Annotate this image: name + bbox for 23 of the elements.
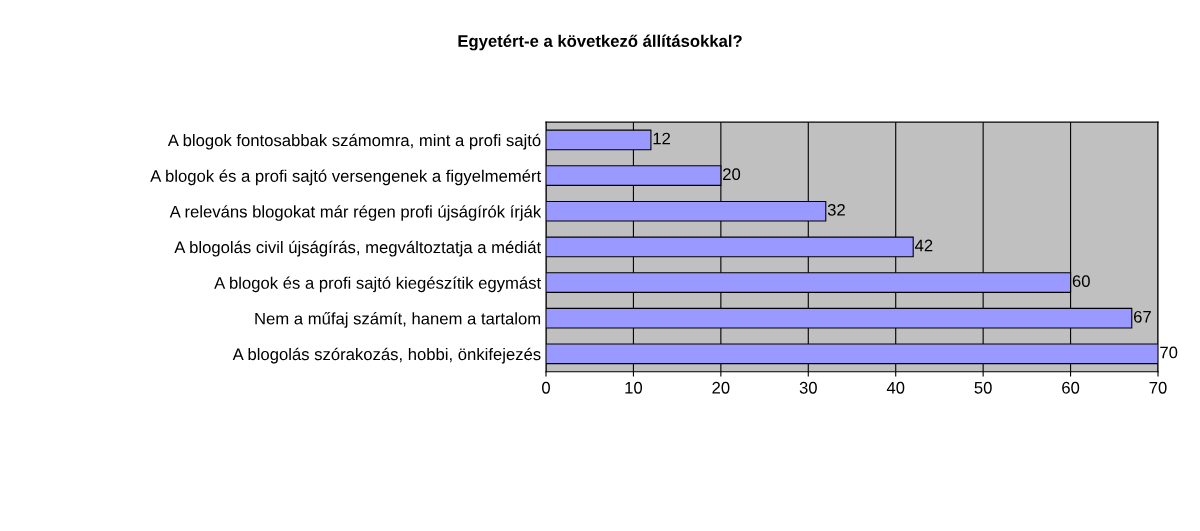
y-tick-label: A blogolás civil újságírás, megváltoztatja a médiát bbox=[174, 240, 542, 257]
chart-title: Egyetért-e a következő állításokkal? bbox=[458, 34, 742, 51]
y-tick-label: Nem a műfaj számít, hanem a tartalom bbox=[255, 312, 541, 328]
x-tick-label: 20 bbox=[712, 381, 730, 394]
data-label: 60 bbox=[1072, 275, 1090, 288]
y-tick-label: A blogolás szórakozás, hobbi, önkifejezés bbox=[232, 347, 541, 364]
x-tick-label: 40 bbox=[886, 381, 905, 394]
x-tick-label: 70 bbox=[1149, 381, 1167, 394]
y-tick-label: A releváns blogokat már régen profi újságírók írják bbox=[169, 205, 542, 221]
data-label: 67 bbox=[1134, 310, 1151, 323]
y-tick-label: A blogok és a profi sajtó kiegészítik egymást bbox=[214, 276, 542, 293]
y-tick-label: A blogok fontosabbak számomra, mint a profi sajtó bbox=[167, 133, 541, 150]
x-tick-label: 0 bbox=[542, 381, 550, 394]
x-tick-label: 60 bbox=[1062, 381, 1080, 394]
x-tick-label: 30 bbox=[799, 381, 817, 394]
data-label: 42 bbox=[914, 239, 933, 252]
y-tick-label: A blogok és a profi sajtó versengenek a figyelmemért bbox=[150, 169, 542, 186]
x-tick-label: 50 bbox=[974, 381, 992, 394]
x-tick-label: 10 bbox=[625, 381, 643, 394]
data-label: 32 bbox=[827, 203, 845, 216]
data-label: 70 bbox=[1160, 346, 1178, 359]
data-label: 20 bbox=[723, 168, 741, 181]
data-label: 12 bbox=[653, 132, 670, 145]
